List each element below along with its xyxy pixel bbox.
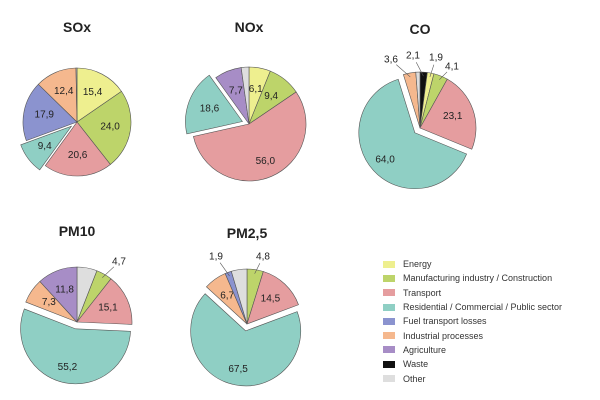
pie-pm25: PM2,5 4,8 14,5 67,5 6,7 1,9 (190, 225, 301, 387)
pie-slice (39, 266, 78, 323)
leader-line (102, 266, 115, 278)
pie-slice (20, 308, 131, 385)
chart-title: PM2,5 (227, 225, 268, 241)
legend: Energy Manufacturing industry / Construct… (383, 257, 562, 386)
legend-swatch (383, 260, 395, 268)
legend-swatch (383, 317, 395, 325)
data-label: 18,6 (200, 103, 220, 114)
legend-label: Transport (403, 287, 442, 298)
pie-pm10: PM10 4,7 15,1 55,2 7,311,8 (20, 223, 133, 385)
chart-title: PM10 (59, 223, 96, 239)
legend-swatch (383, 332, 395, 340)
legend-label: Other (403, 373, 426, 384)
legend-item: Residential / Commercial / Public sector (383, 300, 562, 314)
data-label: 12,4 (54, 86, 74, 97)
pie-nox: NOx 6,19,4 56,0 18,6 7,7 (185, 19, 307, 182)
legend-item: Transport (383, 286, 562, 300)
leader-line (439, 71, 448, 80)
pie-slice (230, 268, 248, 325)
leader-line (415, 62, 424, 77)
leader-line (219, 262, 230, 277)
legend-item: Energy (383, 257, 562, 271)
legend-item: Industrial processes (383, 328, 562, 342)
legend-swatch (383, 375, 395, 383)
data-label: 14,5 (261, 294, 281, 305)
data-label: 15,4 (83, 87, 103, 98)
legend-item: Agriculture (383, 343, 562, 357)
legend-item: Fuel transport losses (383, 314, 562, 328)
pie-slice (240, 66, 250, 125)
pie-co: CO 2,1 1,94,1 23,1 64,0 3,6 (358, 21, 477, 190)
pie-slice (76, 278, 133, 325)
data-label: 7,7 (229, 86, 243, 97)
data-label: 67,5 (228, 364, 248, 375)
data-label: 3,6 (384, 55, 398, 66)
data-label: 1,9 (429, 53, 443, 64)
pie-slice (185, 74, 243, 135)
data-label: 20,6 (68, 150, 88, 161)
pie-slice (190, 293, 301, 387)
data-label: 64,0 (375, 154, 395, 165)
data-label: 4,1 (445, 62, 459, 73)
pie-slice (419, 78, 477, 150)
data-label: 11,8 (55, 285, 74, 296)
legend-item: Manufacturing industry / Construction (383, 271, 562, 285)
data-label: 9,4 (38, 141, 52, 152)
data-label: 4,7 (112, 257, 126, 268)
data-label: 1,9 (209, 252, 223, 263)
data-label: 23,1 (443, 111, 463, 122)
data-label: 15,1 (98, 302, 118, 313)
chart-title: NOx (235, 19, 264, 35)
pie-slice (193, 91, 307, 182)
data-label: 9,4 (264, 91, 278, 102)
legend-label: Industrial processes (403, 330, 484, 341)
data-label: 7,3 (42, 297, 56, 308)
legend-swatch (383, 303, 395, 311)
data-label: 6,1 (249, 84, 263, 95)
legend-swatch (383, 360, 395, 368)
legend-label: Residential / Commercial / Public sector (403, 302, 563, 313)
pie-slice (44, 121, 111, 177)
pie-slice (415, 71, 421, 129)
data-label: 6,7 (220, 291, 234, 302)
pie-slice (22, 83, 78, 141)
data-label: 56,0 (256, 156, 276, 167)
pie-sox: SOx 15,4 24,0 20,6 9,4 17,9 12,4 (20, 19, 132, 177)
legend-item: Waste (383, 357, 562, 371)
legend-label: Waste (403, 359, 429, 370)
pie-slice (76, 67, 122, 123)
legend-item: Other (383, 371, 562, 385)
legend-label: Energy (403, 259, 432, 270)
chart-title: CO (410, 21, 431, 37)
legend-label: Fuel transport losses (403, 316, 487, 327)
legend-label: Manufacturing industry / Construction (403, 273, 553, 284)
pie-slice (76, 90, 132, 165)
data-label: 55,2 (58, 362, 78, 373)
data-label: 2,1 (406, 51, 420, 62)
legend-swatch (383, 346, 395, 354)
pie-slice (246, 271, 299, 325)
chart-title: SOx (63, 19, 91, 35)
leader-line (396, 64, 411, 78)
data-label: 17,9 (35, 110, 55, 121)
pie-slice (75, 67, 78, 123)
pie-slice (20, 125, 73, 171)
legend-swatch (383, 274, 395, 282)
leader-line (429, 64, 435, 78)
data-label: 24,0 (100, 122, 120, 133)
pie-slice (358, 78, 468, 190)
legend-label: Agriculture (403, 344, 447, 355)
data-label: 4,8 (256, 252, 270, 263)
leader-line (254, 263, 261, 274)
legend-swatch (383, 289, 395, 297)
